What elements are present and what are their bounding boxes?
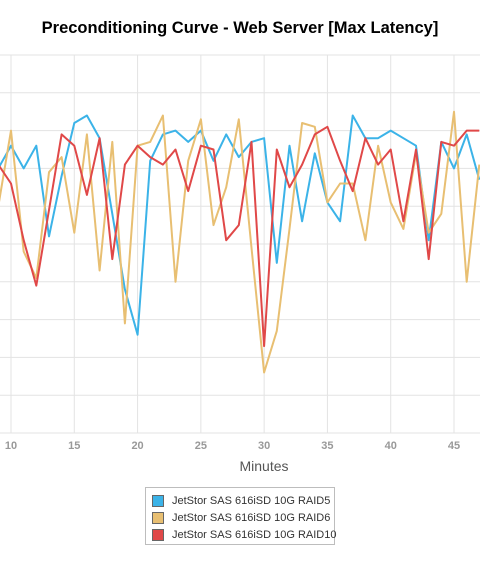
x-axis-ticks: 10 15 20 25 30 35 40 45	[5, 440, 460, 452]
legend-item-2: JetStor SAS 616iSD 10G RAID6	[152, 510, 330, 525]
x-tick-label: 15	[68, 440, 80, 452]
legend-swatch	[152, 528, 164, 541]
x-axis-label: Minutes	[239, 458, 288, 474]
legend-item-3: JetStor SAS 616iSD 10G RAID10	[152, 527, 336, 542]
legend-label: JetStor SAS 616iSD 10G RAID6	[172, 511, 331, 524]
series-line-2	[0, 110, 480, 374]
x-tick-label: 20	[131, 440, 143, 452]
x-tick-label: 25	[195, 440, 207, 452]
series-line-1	[0, 114, 480, 336]
chart-title: Preconditioning Curve - Web Server [Max …	[41, 19, 439, 37]
grid-lines	[0, 54, 480, 434]
legend-swatch	[152, 511, 164, 524]
x-tick-label: 40	[385, 440, 397, 452]
x-tick-label: 45	[448, 440, 460, 452]
legend-item-1: JetStor SAS 616iSD 10G RAID5	[152, 493, 330, 508]
legend-swatch	[152, 494, 164, 507]
x-tick-label: 30	[258, 440, 270, 452]
x-tick-label: 35	[321, 440, 333, 452]
series-lines	[0, 110, 480, 374]
legend: JetStor SAS 616iSD 10G RAID5 JetStor SAS …	[145, 487, 336, 545]
series-line-3	[0, 125, 480, 348]
legend-label: JetStor SAS 616iSD 10G RAID10	[172, 528, 337, 541]
legend-label: JetStor SAS 616iSD 10G RAID5	[172, 494, 331, 507]
x-tick-label: 10	[5, 440, 17, 452]
